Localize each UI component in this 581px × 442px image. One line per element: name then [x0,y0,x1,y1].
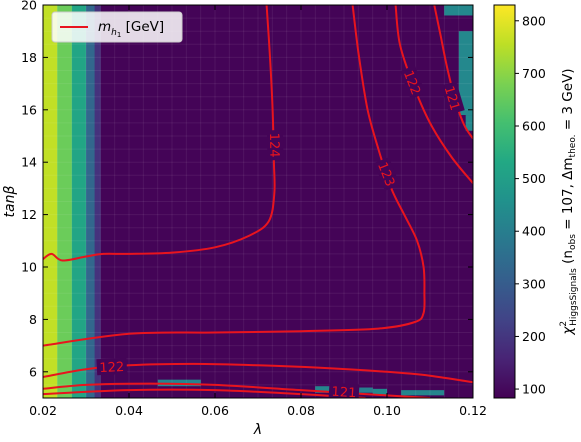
colorbar-tick-label: 700 [522,66,546,81]
colorbar-tick-label: 300 [522,276,546,291]
y-tick-label: 18 [21,50,37,65]
x-tick-label: 0.04 [115,403,143,418]
x-axis: 0.02 0.04 0.06 0.08 0.10 0.12 [29,5,487,418]
heatmap-patch [465,115,473,131]
legend-label: mh1 [GeV] [98,19,164,39]
colorbar-tick-label: 400 [522,224,546,239]
contour-label-bg [374,157,400,191]
y-tick-label: 20 [21,0,37,13]
y-tick-label: 6 [29,364,37,379]
x-tick-label: 0.08 [287,403,315,418]
contour-121 [43,382,431,398]
contour-label-group: 124 [266,130,284,161]
contour-label-bg [328,382,360,398]
contour-124 [43,5,276,262]
legend: mh1 [GeV] [51,11,183,43]
colorbar-gradient [493,4,516,399]
contour-label-group: 121 [328,382,360,401]
contour-label: 121 [331,385,357,401]
y-tick-label: 8 [29,312,37,327]
x-tick-label: 0.06 [201,403,229,418]
heatmap-column [43,5,58,398]
heatmap-patch [458,31,473,116]
colorbar-tick-label: 800 [522,13,546,28]
heatmap-column [86,5,96,398]
y-tick-label: 16 [21,102,37,117]
contour-123 [43,5,426,347]
colorbar-tick-label: 600 [522,119,546,134]
colorbar-tick-label: 500 [522,171,546,186]
colorbar-ticks: 100 200 300 400 500 600 700 800 [515,13,546,397]
contour-122 [394,5,473,184]
contour-label-group: 121 [440,81,465,115]
y-tick-label: 10 [21,260,37,275]
contour-label-bg [440,81,465,115]
contour-label: 124 [266,133,282,158]
contour-label: 121 [441,84,462,112]
heatmap-column [94,5,101,398]
contour-label: 122 [99,360,125,376]
y-tick-label: 14 [21,155,37,170]
y-axis: 6 8 10 12 14 16 18 20 [21,0,473,379]
heatmap-patch [315,386,330,393]
x-axis-label: λ [253,422,262,438]
heatmap-patch [372,388,387,396]
contour-label-bg [399,65,426,100]
heatmap-patch [401,390,445,396]
legend-box [51,11,183,43]
heatmap-column [71,5,87,398]
heatmap-patch [444,5,473,16]
x-tick-label: 0.10 [373,403,401,418]
contour-label-bg [266,130,284,161]
y-tick-label: 12 [21,207,37,222]
heatmap-column [57,5,73,398]
x-tick-label: 0.02 [29,403,57,418]
contour-label-bg [96,357,128,376]
colorbar-label: χ2HiggsSignals (nobs = 107, Δmtheo. = 3 … [559,68,579,335]
y-axis-label: tanβ [2,186,18,218]
colorbar-tick-label: 200 [522,329,546,344]
x-tick-label: 0.12 [459,403,487,418]
colorbar: 100 200 300 400 500 600 700 800 χ2HiggsSignals … [493,4,579,399]
contour-label-group: 122 [96,357,128,376]
plot-frame [42,4,474,399]
colorbar-tick-label: 100 [522,382,546,397]
